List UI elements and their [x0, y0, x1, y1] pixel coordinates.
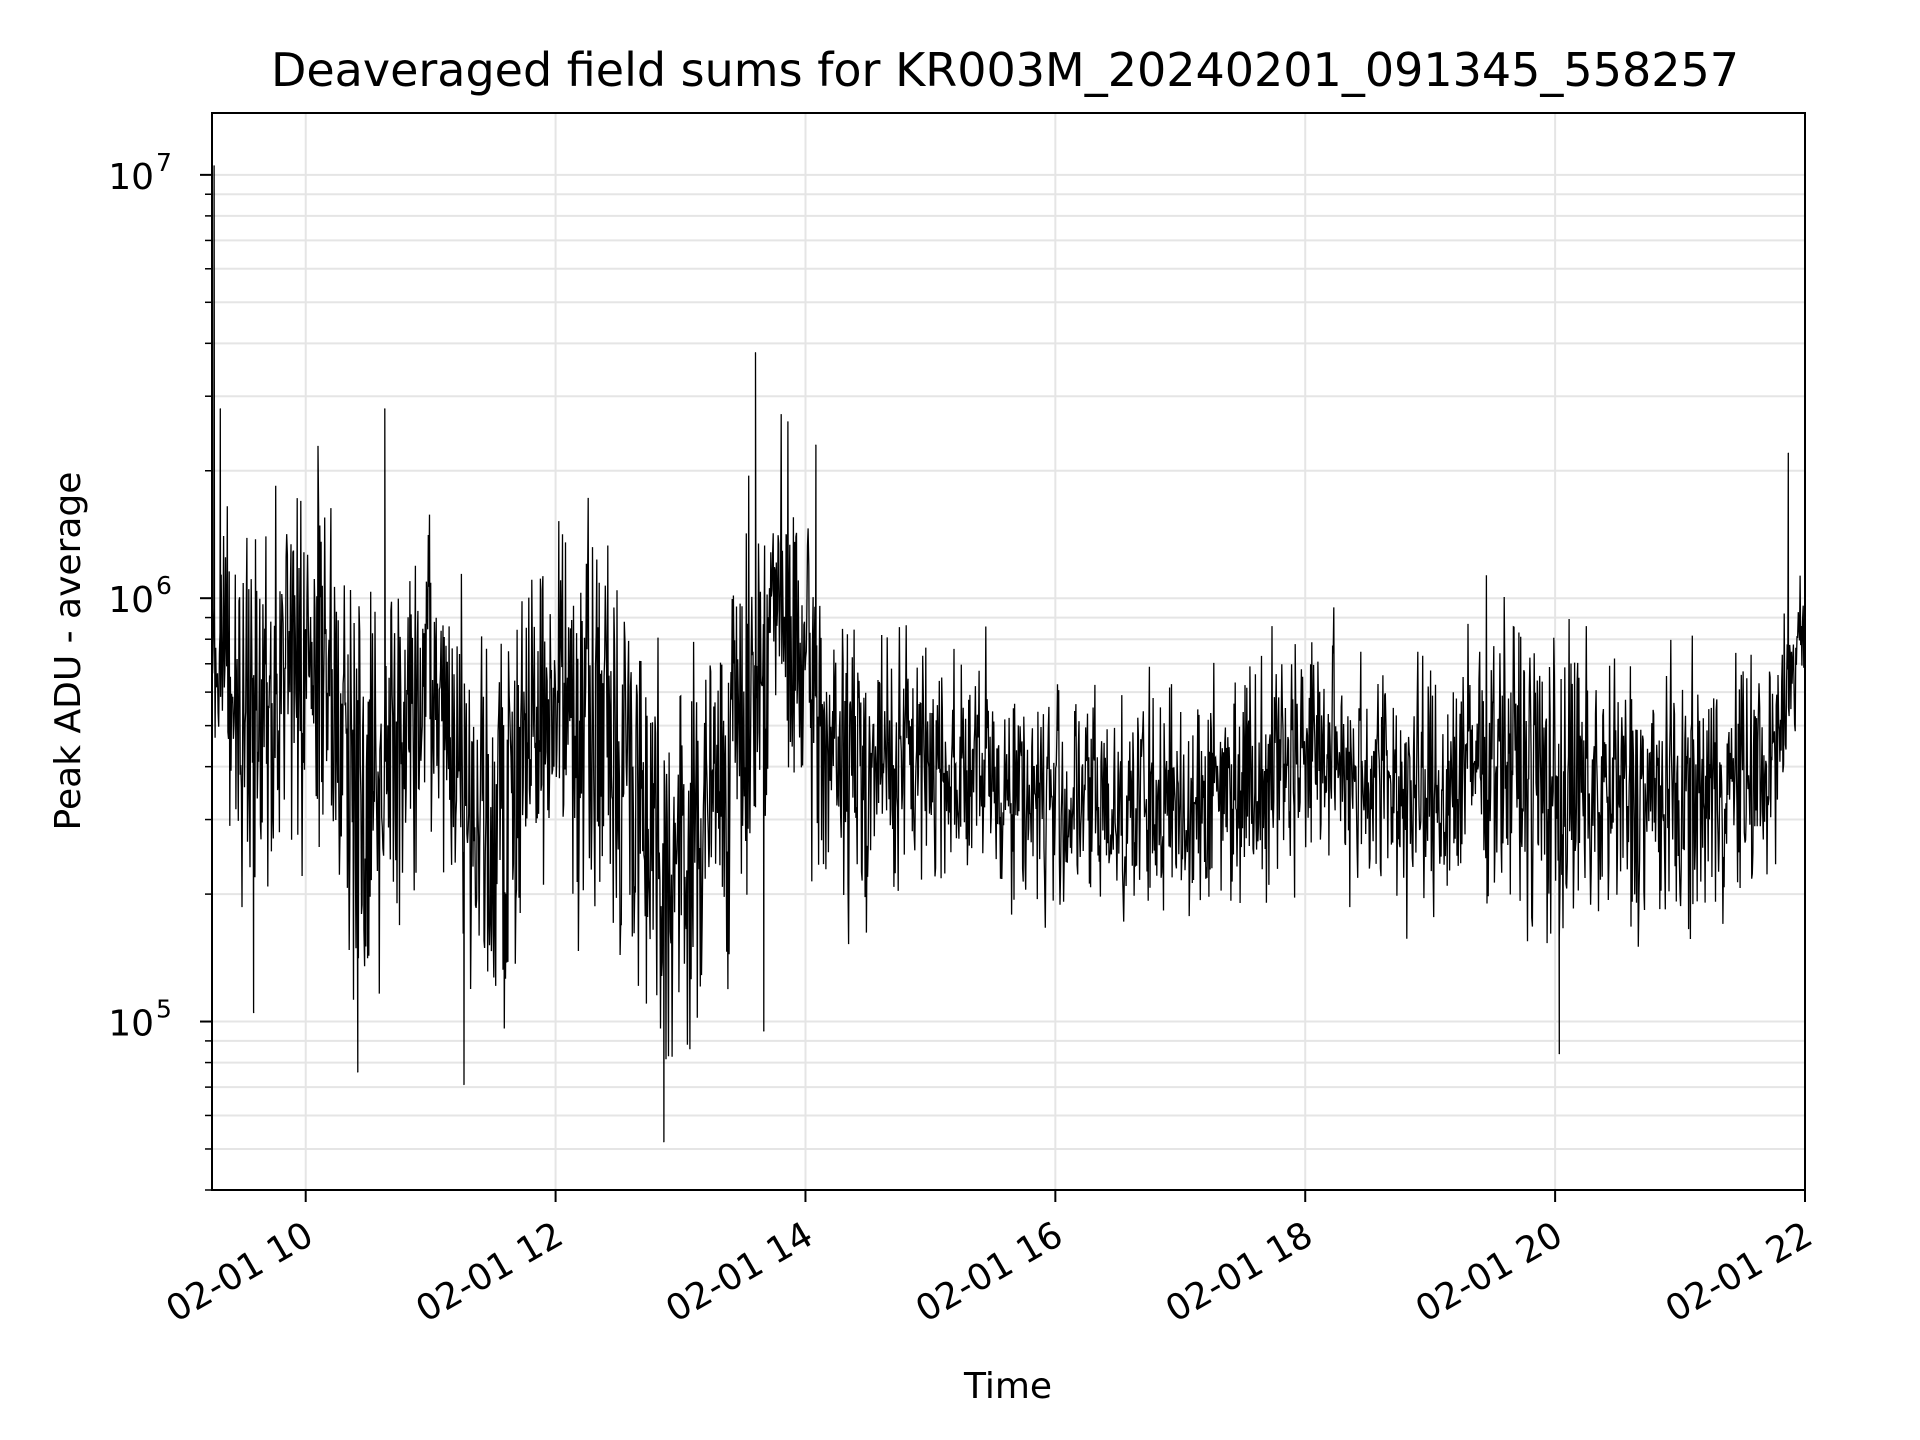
y-tick-label: 10	[108, 157, 154, 198]
y-tick-exponent: 5	[156, 995, 172, 1024]
data-point	[384, 408, 386, 410]
data-point	[1558, 1052, 1560, 1055]
y-tick-exponent: 7	[156, 148, 172, 177]
y-tick-label: 10	[108, 1004, 154, 1045]
data-point	[219, 408, 221, 410]
data-point	[253, 1011, 255, 1014]
data-point	[463, 1083, 465, 1086]
data-point	[763, 1030, 765, 1032]
data-point	[663, 1141, 665, 1143]
x-axis-label: Time	[963, 1366, 1052, 1407]
chart-title: Deaveraged field sums for KR003M_2024020…	[271, 43, 1739, 97]
series-line	[211, 165, 1806, 1142]
data-point	[1787, 452, 1789, 454]
y-axis-label: Peak ADU - average	[48, 472, 89, 831]
data-point	[815, 444, 817, 446]
series-trace	[211, 165, 1806, 1143]
data-point	[754, 352, 757, 354]
y-tick-label: 10	[108, 580, 154, 621]
data-point	[357, 1071, 359, 1073]
data-point	[213, 165, 215, 167]
plot-frame	[211, 112, 1806, 1191]
y-tick-exponent: 6	[156, 571, 172, 600]
